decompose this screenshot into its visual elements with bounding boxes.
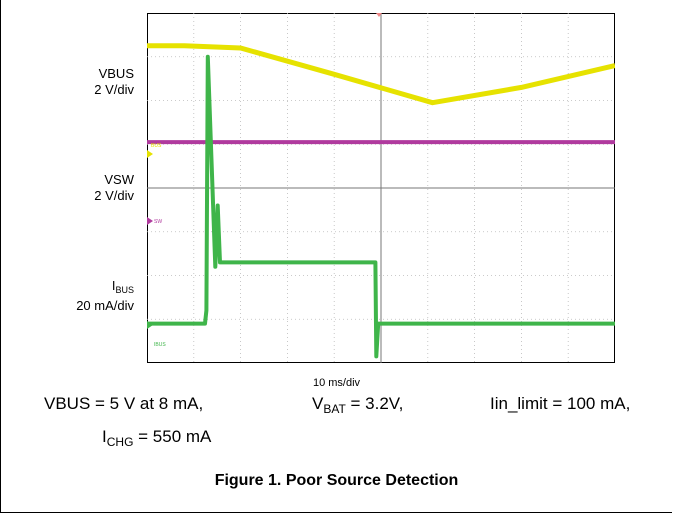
vbus-label: VBUS 2 V/div — [14, 66, 134, 98]
condition-vbus: VBUS = 5 V at 8 mA, — [44, 394, 204, 413]
vbus-ground-marker — [147, 150, 153, 158]
ichg-prefix: I — [102, 427, 107, 446]
channel-markers: BUS SW IBUS — [147, 13, 382, 348]
vsw-label: VSW 2 V/div — [14, 172, 134, 204]
vbus-name: VBUS — [98, 66, 134, 81]
condition-ichg: ICHG = 550 mA — [102, 427, 211, 449]
vsw-marker-text: SW — [154, 219, 162, 225]
ichg-value: = 550 mA — [133, 427, 212, 446]
vsw-name: VSW — [104, 172, 134, 187]
ibus-ground-marker — [147, 321, 153, 329]
vbus-marker-text: BUS — [151, 143, 162, 149]
vbus-scale: 2 V/div — [94, 82, 134, 97]
trigger-marker — [376, 13, 382, 17]
scope-grid — [147, 13, 615, 363]
vsw-scale: 2 V/div — [94, 188, 134, 203]
figure-title: Figure 1. Poor Source Detection — [214, 472, 459, 489]
ibus-marker-text: IBUS — [154, 342, 166, 348]
vbat-value: = 3.2V, — [345, 394, 404, 413]
trace-vbus — [147, 43, 615, 106]
vsw-ground-marker — [147, 217, 153, 225]
oscilloscope-plot: BUS SW IBUS — [147, 13, 615, 363]
scope-traces — [147, 43, 615, 359]
ichg-sub: CHG — [106, 435, 134, 449]
time-scale-label: 10 ms/div — [312, 377, 361, 389]
ibus-label: IBUS 20 mA/div — [14, 278, 134, 314]
ibus-name: I — [111, 278, 116, 293]
condition-vbat: VBAT = 3.2V, — [312, 394, 403, 416]
ibus-sub: BUS — [115, 285, 134, 295]
condition-iin-limit: Iin_limit = 100 mA, — [490, 394, 631, 413]
vbat-prefix: V — [312, 394, 324, 413]
ibus-scale: 20 mA/div — [76, 298, 134, 313]
vbat-sub: BAT — [323, 402, 346, 416]
trace-ibus — [147, 54, 615, 359]
